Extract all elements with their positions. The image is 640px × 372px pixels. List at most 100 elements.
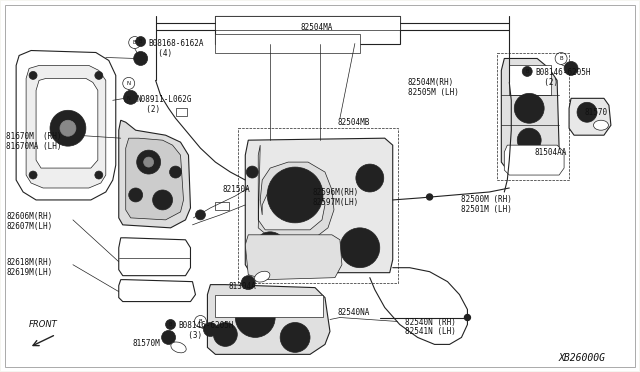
Circle shape [583,108,591,116]
Circle shape [29,171,37,179]
Circle shape [427,194,433,200]
Text: 82607M(LH): 82607M(LH) [6,222,52,231]
Circle shape [95,171,103,179]
Circle shape [60,120,76,136]
Circle shape [161,330,175,344]
Polygon shape [245,235,342,280]
Circle shape [465,314,470,321]
Polygon shape [504,145,564,175]
Text: (2): (2) [535,78,558,87]
Circle shape [128,94,134,100]
Text: 81670MA (LH): 81670MA (LH) [6,142,61,151]
Circle shape [254,232,286,264]
Circle shape [289,189,301,201]
Text: 82504MA: 82504MA [300,23,332,32]
Bar [216,16,400,30]
Text: 81670M  (RH): 81670M (RH) [6,132,61,141]
Polygon shape [16,51,116,200]
Polygon shape [26,65,106,188]
Bar [509,65,551,95]
Circle shape [241,276,255,290]
Text: 81570M: 81570M [132,339,161,349]
Bar [216,16,400,44]
Circle shape [246,166,258,178]
Bar [497,52,569,180]
Polygon shape [119,238,191,276]
Circle shape [124,90,138,104]
Circle shape [577,102,597,122]
Text: 82150A: 82150A [222,185,250,194]
Text: B: B [525,69,529,74]
Polygon shape [119,120,191,228]
Circle shape [236,298,275,337]
Text: 82606M(RH): 82606M(RH) [6,212,52,221]
Text: 81304A: 81304A [228,282,256,291]
Polygon shape [207,285,330,355]
Circle shape [517,128,541,152]
Text: 81570: 81570 [584,108,607,117]
Circle shape [213,323,237,346]
Circle shape [195,210,205,220]
Text: (3): (3) [179,331,202,340]
Text: FRONT: FRONT [29,320,58,330]
Text: N08911-L062G: N08911-L062G [137,95,192,104]
Polygon shape [36,78,98,168]
Circle shape [207,327,213,333]
Text: XB26000G: XB26000G [559,353,606,363]
Text: 82618M(RH): 82618M(RH) [6,258,52,267]
Polygon shape [125,138,184,220]
Circle shape [134,51,148,65]
Bar [216,295,323,317]
Circle shape [166,320,175,330]
Circle shape [136,36,146,46]
Polygon shape [258,145,334,242]
Circle shape [280,323,310,352]
Polygon shape [245,138,393,273]
Circle shape [340,228,380,268]
Circle shape [124,93,134,103]
Circle shape [267,167,323,223]
Text: 81504AA: 81504AA [534,148,566,157]
Text: B: B [139,39,142,44]
Bar [238,128,397,283]
Text: 82501M (LH): 82501M (LH) [461,205,513,214]
Circle shape [564,61,578,76]
Text: B08146-6205H: B08146-6205H [535,68,591,77]
Bar [216,33,360,54]
Text: N: N [127,96,131,101]
Circle shape [29,71,37,79]
Text: (4): (4) [148,48,172,58]
Ellipse shape [255,271,270,282]
Text: (2): (2) [137,105,160,114]
Polygon shape [119,280,195,302]
Text: 82541N (LH): 82541N (LH) [404,327,456,336]
Circle shape [522,67,532,76]
Text: 82500M (RH): 82500M (RH) [461,195,513,204]
Text: B: B [198,319,202,324]
Ellipse shape [171,342,186,353]
Polygon shape [501,58,559,172]
Circle shape [204,323,218,336]
Text: B08168-6162A: B08168-6162A [148,39,204,48]
Circle shape [356,164,384,192]
Circle shape [247,310,263,326]
Text: N: N [127,81,131,86]
Text: 82505M (LH): 82505M (LH) [408,89,458,97]
Text: 82540NA: 82540NA [338,308,371,317]
Circle shape [170,166,182,178]
Polygon shape [569,98,611,135]
Circle shape [568,65,574,71]
Text: 82540N (RH): 82540N (RH) [404,318,456,327]
Bar [175,108,188,116]
Circle shape [143,157,154,167]
Text: 82597M(LH): 82597M(LH) [312,198,358,207]
Circle shape [515,93,544,123]
Circle shape [129,188,143,202]
Ellipse shape [593,120,609,130]
Text: B: B [133,40,136,45]
Text: 82504MB: 82504MB [338,118,371,127]
Circle shape [138,55,143,61]
Circle shape [95,71,103,79]
Circle shape [524,102,535,114]
Text: B: B [169,322,172,327]
